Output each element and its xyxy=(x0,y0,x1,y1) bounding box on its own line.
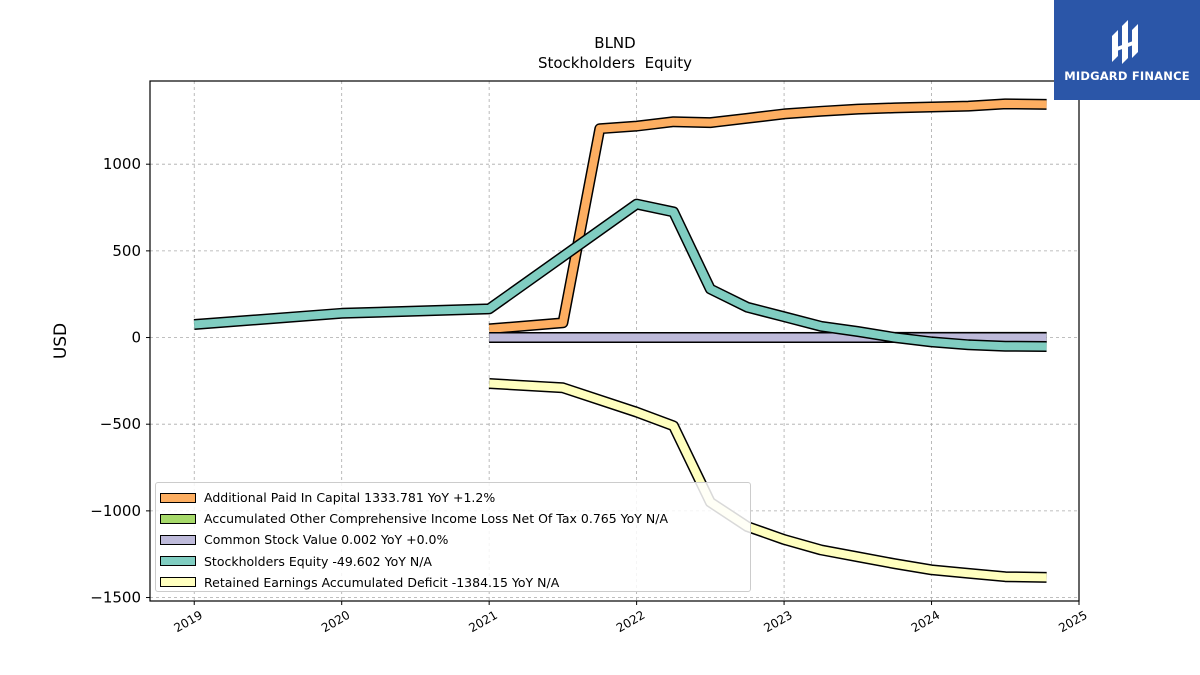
legend-swatch xyxy=(160,492,196,503)
legend-swatch xyxy=(160,556,196,567)
legend-item: Stockholders Equity -49.602 YoY N/A xyxy=(160,551,750,572)
y-tick-label: 1000 xyxy=(103,155,141,173)
legend-label: Common Stock Value 0.002 YoY +0.0% xyxy=(204,532,449,548)
midgard-finance-logo: MIDGARD FINANCE xyxy=(1054,0,1200,100)
y-axis-label: USD xyxy=(51,323,71,359)
legend-label: Accumulated Other Comprehensive Income L… xyxy=(204,511,669,527)
series-outline-0 xyxy=(488,98,1047,335)
legend: Additional Paid In Capital 1333.781 YoY … xyxy=(155,482,751,592)
legend-swatch xyxy=(160,513,196,524)
x-tick-label: 2025 xyxy=(1056,608,1089,635)
midgard-logo-icon xyxy=(1112,20,1138,64)
axis-ticks: 2019 2020 2021 2022 2023 2024 2025 1000 500 0 −500… xyxy=(90,155,1089,635)
legend-item: Common Stock Value 0.002 YoY +0.0% xyxy=(160,529,750,550)
y-tick-label: 0 xyxy=(131,329,141,347)
x-tick-label: 2021 xyxy=(466,608,499,635)
legend-label: Additional Paid In Capital 1333.781 YoY … xyxy=(204,490,496,506)
x-tick-label: 2023 xyxy=(761,608,794,635)
chart-title: BLND xyxy=(594,34,635,52)
x-tick-label: 2022 xyxy=(614,608,647,635)
legend-label: Retained Earnings Accumulated Deficit -1… xyxy=(204,574,560,590)
legend-swatch xyxy=(160,534,196,545)
chart-subtitle: Stockholders Equity xyxy=(538,54,692,72)
y-tick-label: −1000 xyxy=(90,502,141,520)
series-outline-3 xyxy=(193,198,1047,352)
x-tick-label: 2020 xyxy=(319,608,352,635)
legend-label: Stockholders Equity -49.602 YoY N/A xyxy=(204,553,432,569)
series-line-0 xyxy=(488,99,1047,333)
logo-text: MIDGARD FINANCE xyxy=(1064,69,1190,83)
series-line-3 xyxy=(193,200,1047,351)
legend-swatch xyxy=(160,577,196,588)
y-tick-label: −500 xyxy=(100,415,141,433)
legend-item: Accumulated Other Comprehensive Income L… xyxy=(160,508,750,529)
series-line-4 xyxy=(488,379,1047,582)
legend-item: Additional Paid In Capital 1333.781 YoY … xyxy=(160,487,750,508)
legend-item: Retained Earnings Accumulated Deficit -1… xyxy=(160,572,750,593)
y-tick-label: −1500 xyxy=(90,589,141,607)
plot-frame xyxy=(149,80,1080,602)
series-layer xyxy=(193,98,1047,583)
y-tick-label: 500 xyxy=(112,242,141,260)
x-tick-label: 2024 xyxy=(909,608,942,635)
x-tick-label: 2019 xyxy=(172,608,205,635)
